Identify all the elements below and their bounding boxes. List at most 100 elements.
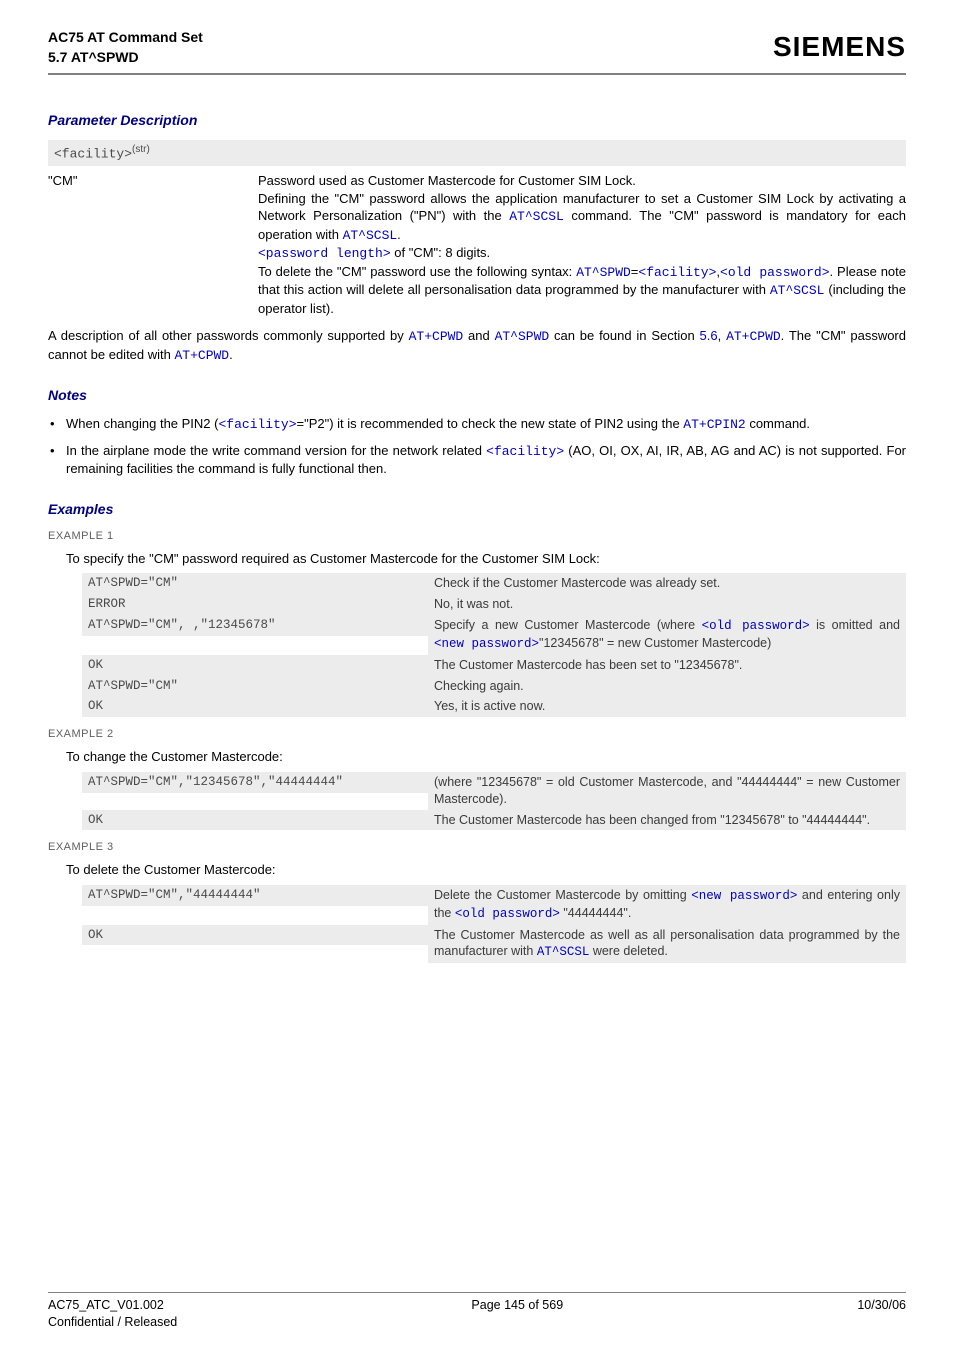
doc-section: 5.7 AT^SPWD — [48, 48, 203, 68]
notes-list: When changing the PIN2 (<facility>="P2")… — [48, 415, 906, 478]
code-left: ERROR — [82, 594, 428, 615]
doc-title: AC75 AT Command Set — [48, 28, 203, 48]
code-row: AT^SPWD="CM","12345678","44444444" (wher… — [82, 772, 906, 810]
new-password-token: <new password> — [691, 889, 797, 903]
example-label-1: EXAMPLE 1 — [48, 529, 906, 544]
code-left: AT^SPWD="CM" — [82, 573, 428, 594]
code-row: AT^SPWD="CM" Checking again. — [82, 676, 906, 697]
note1-c: command. — [746, 416, 810, 431]
param-desc: Password used as Customer Mastercode for… — [258, 172, 906, 317]
example-intro-2: To change the Customer Mastercode: — [66, 748, 906, 766]
page: AC75 AT Command Set 5.7 AT^SPWD SIEMENS … — [0, 0, 954, 1351]
ex1r2-c: "12345678" = new Customer Mastercode) — [539, 636, 771, 650]
section-heading-examples: Examples — [48, 500, 906, 519]
section-heading-parameter: Parameter Description — [48, 111, 906, 130]
code-right: (where "12345678" = old Customer Masterc… — [428, 772, 906, 810]
note1-cmd: AT+CPIN2 — [683, 417, 745, 432]
code-right: Yes, it is active now. — [428, 696, 906, 717]
example-1-code: AT^SPWD="CM" Check if the Customer Maste… — [82, 573, 906, 717]
cmd-cpwd-3: AT+CPWD — [174, 348, 229, 363]
ex3r0-c: "44444444". — [560, 906, 631, 920]
code-left: AT^SPWD="CM","44444444" — [82, 885, 428, 906]
example-3-code: AT^SPWD="CM","44444444" Delete the Custo… — [82, 885, 906, 964]
param-row: "CM" Password used as Customer Mastercod… — [48, 172, 906, 317]
note-item: When changing the PIN2 (<facility>="P2")… — [48, 415, 906, 434]
param-p2c: . — [397, 227, 401, 242]
note1-a: When changing the PIN2 ( — [66, 416, 218, 431]
cmd-scsl-1: AT^SCSL — [509, 209, 564, 224]
code-row: ERROR No, it was not. — [82, 594, 906, 615]
cmd-scsl-3: AT^SCSL — [770, 283, 825, 298]
ex1r2-b: is omitted and — [810, 618, 900, 632]
old-password-token: <old password> — [455, 907, 560, 921]
code-row: OK The Customer Mastercode as well as al… — [82, 925, 906, 964]
code-right: The Customer Mastercode as well as all p… — [428, 925, 906, 964]
code-left: OK — [82, 925, 428, 946]
cmd-cpwd-1: AT+CPWD — [409, 329, 464, 344]
ex1r2-a: Specify a new Customer Mastercode (where — [434, 618, 702, 632]
new-password-token: <new password> — [434, 637, 539, 651]
example-label-2: EXAMPLE 2 — [48, 727, 906, 742]
example-intro-3: To delete the Customer Mastercode: — [66, 861, 906, 879]
trailer-d: , — [718, 328, 726, 343]
siemens-logo: SIEMENS — [773, 28, 906, 66]
example-2-code: AT^SPWD="CM","12345678","44444444" (wher… — [82, 772, 906, 831]
param-p1: Password used as Customer Mastercode for… — [258, 173, 636, 188]
trailer-c: can be found in Section — [549, 328, 699, 343]
code-left: AT^SPWD="CM", ,"12345678" — [82, 615, 428, 636]
ex3r0-a: Delete the Customer Mastercode by omitti… — [434, 888, 691, 902]
footer-confidential: Confidential / Released — [48, 1315, 177, 1329]
param-p3b: of "CM": 8 digits. — [391, 245, 491, 260]
page-footer: AC75_ATC_V01.002 Confidential / Released… — [48, 1292, 906, 1331]
code-left: AT^SPWD="CM","12345678","44444444" — [82, 772, 428, 793]
example-label-3: EXAMPLE 3 — [48, 840, 906, 855]
ex3r1-b: were deleted. — [589, 944, 668, 958]
footer-center: Page 145 of 569 — [471, 1297, 563, 1331]
cmd-scsl-2: AT^SCSL — [343, 228, 398, 243]
code-row: AT^SPWD="CM","44444444" Delete the Custo… — [82, 885, 906, 925]
param-p4a: To delete the "CM" password use the foll… — [258, 264, 576, 279]
footer-left: AC75_ATC_V01.002 Confidential / Released — [48, 1297, 177, 1331]
facility-code: <facility> — [54, 146, 132, 161]
trailer-a: A description of all other passwords com… — [48, 328, 409, 343]
code-right: The Customer Mastercode has been changed… — [428, 810, 906, 831]
code-right: Checking again. — [428, 676, 906, 697]
example-intro-1: To specify the "CM" password required as… — [66, 550, 906, 568]
code-left: AT^SPWD="CM" — [82, 676, 428, 697]
footer-right: 10/30/06 — [857, 1297, 906, 1331]
header-left: AC75 AT Command Set 5.7 AT^SPWD — [48, 28, 203, 67]
code-row: AT^SPWD="CM", ,"12345678" Specify a new … — [82, 615, 906, 655]
param-trailer: A description of all other passwords com… — [48, 327, 906, 364]
code-right: No, it was not. — [428, 594, 906, 615]
param-key: "CM" — [48, 172, 258, 190]
old-password-token: <old password> — [720, 265, 830, 280]
old-password-token: <old password> — [702, 619, 810, 633]
code-row: OK The Customer Mastercode has been chan… — [82, 810, 906, 831]
trailer-f: . — [229, 347, 233, 362]
cmd-spwd-2: AT^SPWD — [495, 329, 550, 344]
password-length: <password length> — [258, 246, 391, 261]
code-right: Delete the Customer Mastercode by omitti… — [428, 885, 906, 925]
code-left: OK — [82, 655, 428, 676]
code-right: Check if the Customer Mastercode was alr… — [428, 573, 906, 594]
note1-fac: <facility> — [218, 417, 296, 432]
section-heading-notes: Notes — [48, 386, 906, 405]
note1-b: ="P2") it is recommended to check the ne… — [297, 416, 684, 431]
code-row: OK The Customer Mastercode has been set … — [82, 655, 906, 676]
footer-doc-id: AC75_ATC_V01.002 — [48, 1298, 164, 1312]
facility-token: <facility> — [638, 265, 716, 280]
section-ref[interactable]: 5.6 — [700, 328, 718, 343]
trailer-b: and — [463, 328, 494, 343]
code-right: Specify a new Customer Mastercode (where… — [428, 615, 906, 655]
facility-sup: (str) — [132, 144, 150, 155]
facility-param-band: <facility>(str) — [48, 140, 906, 166]
code-left: OK — [82, 810, 428, 831]
note2-a: In the airplane mode the write command v… — [66, 443, 486, 458]
code-row: OK Yes, it is active now. — [82, 696, 906, 717]
note2-fac: <facility> — [486, 444, 564, 459]
code-left: OK — [82, 696, 428, 717]
code-row: AT^SPWD="CM" Check if the Customer Maste… — [82, 573, 906, 594]
note-item: In the airplane mode the write command v… — [48, 442, 906, 478]
cmd-spwd: AT^SPWD — [576, 265, 631, 280]
page-header: AC75 AT Command Set 5.7 AT^SPWD SIEMENS — [48, 28, 906, 75]
